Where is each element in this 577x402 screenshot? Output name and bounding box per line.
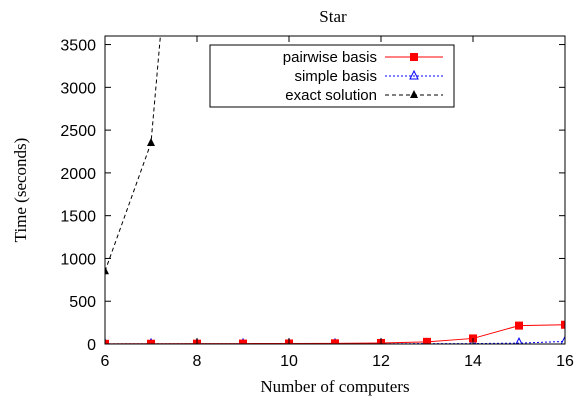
x-tick-label: 16 [556,353,574,370]
legend-label: simple basis [294,68,377,85]
legend-marker [410,90,418,98]
data-point [515,337,523,344]
data-point [515,321,523,330]
y-tick-label: 3500 [60,38,96,55]
x-axis-label: Number of computers [260,377,409,396]
data-point [423,337,431,344]
data-point [560,335,565,344]
data-point [147,137,155,146]
data-point [239,339,247,344]
y-tick-label: 2500 [60,123,96,140]
x-tick-label: 10 [280,353,298,370]
y-tick-label: 1500 [60,209,96,226]
y-tick-label: 1000 [60,251,96,268]
data-point [469,337,477,344]
data-point [105,266,109,275]
x-tick-label: 12 [372,353,390,370]
legend-label: exact solution [285,87,377,104]
legend-marker [410,53,418,61]
legend-label: pairwise basis [283,49,377,66]
legend-marker [409,69,419,80]
y-axis-label: Time (seconds) [11,138,30,243]
ticks-layer: 6 8 10 12 14 16 0 500 1000 1500 2000 2500 3000 3500 [60,36,574,370]
data-point [105,339,109,344]
chart-title: Star [319,7,347,26]
data-point [561,320,565,329]
x-tick-label: 14 [464,353,482,370]
x-tick-label: 6 [101,353,110,370]
y-tick-label: 3000 [60,80,96,97]
series-exact-solution [105,36,161,275]
plot-frame [104,35,566,345]
x-tick-label: 8 [193,353,202,370]
data-point [147,339,155,344]
series-line [105,36,161,272]
legend: pairwise basis simple basis exact solution [209,44,455,108]
y-tick-label: 0 [87,337,96,354]
data-point [331,339,339,344]
y-tick-label: 500 [69,294,96,311]
y-tick-label: 2000 [60,166,96,183]
